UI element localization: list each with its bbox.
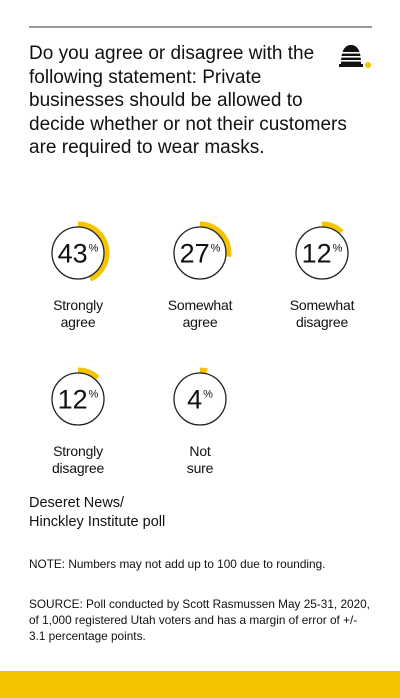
- gauge-1: 27% Somewhat agree: [145, 218, 255, 331]
- gauge-value: 27%: [180, 239, 221, 269]
- gauge-ring: [51, 372, 105, 426]
- gauge-3: 12% Strongly disagree: [23, 364, 133, 477]
- gauge-svg: 4%: [173, 367, 227, 426]
- top-rule: [29, 26, 372, 28]
- gauge-label: Somewhat disagree: [289, 297, 355, 330]
- gauge-value: 12%: [58, 385, 99, 415]
- gauge-ring: [295, 226, 349, 280]
- gauge-svg: 12%: [295, 221, 349, 280]
- gauge-label: Strongly disagree: [51, 443, 105, 476]
- question-title: Do you agree or disagree with the follow…: [29, 43, 347, 158]
- gauge-svg: 27%: [173, 221, 232, 280]
- gauge-label: Not sure: [186, 443, 214, 476]
- gauge-arc: [321, 221, 344, 235]
- beehive-icon: [339, 45, 371, 68]
- gauge-label: Strongly agree: [53, 297, 103, 330]
- gauge-arc: [199, 221, 232, 257]
- gauge-svg: 43%: [51, 221, 110, 282]
- gauge-svg: 12%: [51, 367, 105, 426]
- gauge-ring: [51, 226, 105, 280]
- gauge-2: 12% Somewhat disagree: [267, 218, 377, 331]
- source-name: Deseret News/Hinckley Institute poll: [29, 495, 166, 530]
- gauge-label: Somewhat agree: [167, 297, 233, 330]
- gauge-value: 12%: [302, 239, 343, 269]
- gauge-4: 4% Not sure: [145, 364, 255, 477]
- poll-source: SOURCE: Poll conducted by Scott Rasmusse…: [29, 597, 370, 643]
- gauge-arc: [77, 367, 100, 381]
- gauge-arc: [77, 221, 110, 282]
- gauge-arc: [199, 367, 208, 374]
- beehive-dome: [341, 45, 361, 64]
- rounding-note: NOTE: Numbers may not add up to 100 due …: [29, 557, 326, 571]
- gauge-ring: [173, 226, 227, 280]
- gauge-0: 43% Strongly agree: [23, 218, 133, 331]
- gauge-value: 43%: [58, 239, 99, 269]
- bottom-accent-bar: [0, 671, 400, 698]
- gauge-value: 4%: [187, 385, 213, 415]
- logo-dot: [365, 62, 371, 68]
- gauge-ring: [173, 372, 227, 426]
